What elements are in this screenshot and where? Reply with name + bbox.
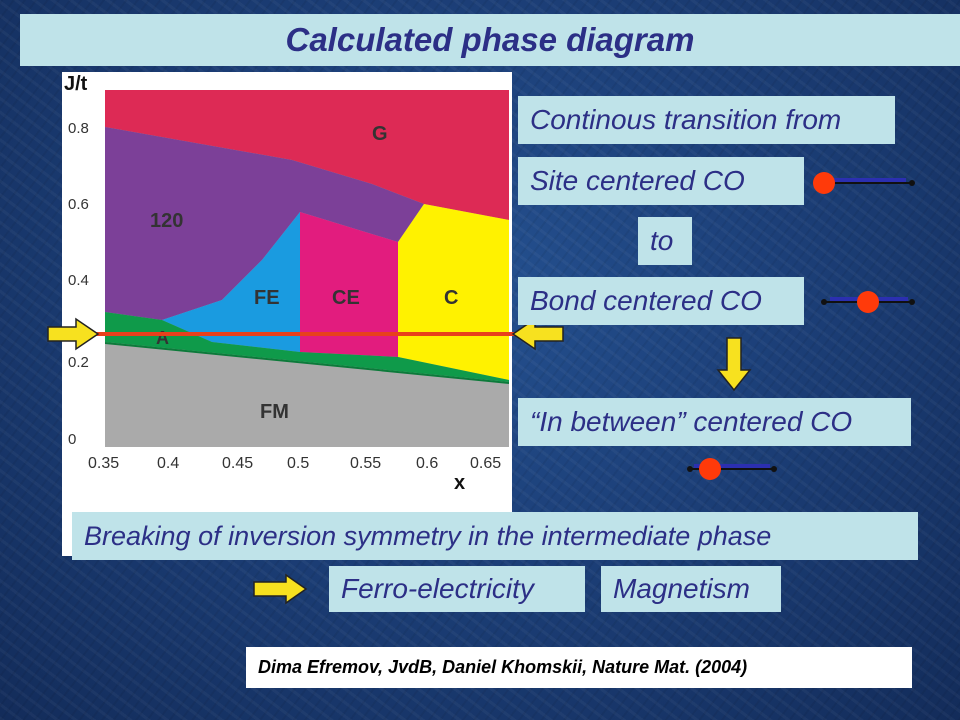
label-ce: CE xyxy=(332,287,360,309)
x-tick-label: 0.6 xyxy=(416,455,438,472)
label-fm: FM xyxy=(260,401,289,423)
to-label: to xyxy=(638,217,692,265)
x-tick-label: 0.55 xyxy=(350,455,381,472)
breaking-symmetry-label: Breaking of inversion symmetry in the in… xyxy=(72,512,918,560)
region-a-border xyxy=(105,342,509,384)
bond-centered-label: Bond centered CO xyxy=(518,277,804,325)
region-a-area xyxy=(105,312,509,382)
atom-icon xyxy=(857,291,879,313)
arrow-down-icon xyxy=(716,337,752,392)
page-title: Calculated phase diagram xyxy=(20,14,960,66)
atom-dot-icon xyxy=(909,180,915,186)
phase-diagram: G 120 FE CE C A FM J/t 0.8 0.6 0.4 0.2 0… xyxy=(62,72,512,556)
y-tick-label: 0 xyxy=(68,431,76,448)
site-centered-label: Site centered CO xyxy=(518,157,804,205)
y-axis-label: J/t xyxy=(64,73,88,95)
region-ce-area xyxy=(300,212,398,357)
x-tick-label: 0.35 xyxy=(88,455,119,472)
in-between-label: “In between” centered CO xyxy=(518,398,911,446)
atom-dot-icon xyxy=(771,466,777,472)
x-tick-label: 0.5 xyxy=(287,455,309,472)
arrow-left-icon xyxy=(511,317,564,351)
atom-dot-icon xyxy=(821,299,827,305)
label-c: C xyxy=(444,287,458,309)
y-tick-label: 0.6 xyxy=(68,196,89,213)
y-tick-label: 0.4 xyxy=(68,272,89,289)
label-g: G xyxy=(372,123,388,145)
x-tick-label: 0.65 xyxy=(470,455,501,472)
citation: Dima Efremov, JvdB, Daniel Khomskii, Nat… xyxy=(246,647,912,688)
ferro-electricity-label: Ferro-electricity xyxy=(329,566,585,612)
continuous-transition-label: Continous transition from xyxy=(518,96,895,144)
atom-icon xyxy=(699,458,721,480)
label-120: 120 xyxy=(150,210,183,232)
bond-shadow xyxy=(694,464,770,468)
y-tick-label: 0.2 xyxy=(68,354,89,371)
arrow-right-icon xyxy=(47,317,100,351)
bond-shadow xyxy=(826,178,906,182)
region-g-area xyxy=(105,90,509,220)
atom-dot-icon xyxy=(687,466,693,472)
region-fe-area xyxy=(162,212,300,352)
y-tick-label: 0.8 xyxy=(68,120,89,137)
x-axis-label: x xyxy=(454,472,465,494)
atom-dot-icon xyxy=(909,299,915,305)
phase-diagram-svg: G 120 FE CE C A FM J/t 0.8 0.6 0.4 0.2 0… xyxy=(64,73,509,494)
x-tick-label: 0.45 xyxy=(222,455,253,472)
atom-icon xyxy=(813,172,835,194)
x-tick-label: 0.4 xyxy=(157,455,179,472)
region-120-area xyxy=(105,127,424,320)
magnetism-label: Magnetism xyxy=(601,566,781,612)
arrow-right-icon xyxy=(253,573,308,605)
label-fe: FE xyxy=(254,287,280,309)
